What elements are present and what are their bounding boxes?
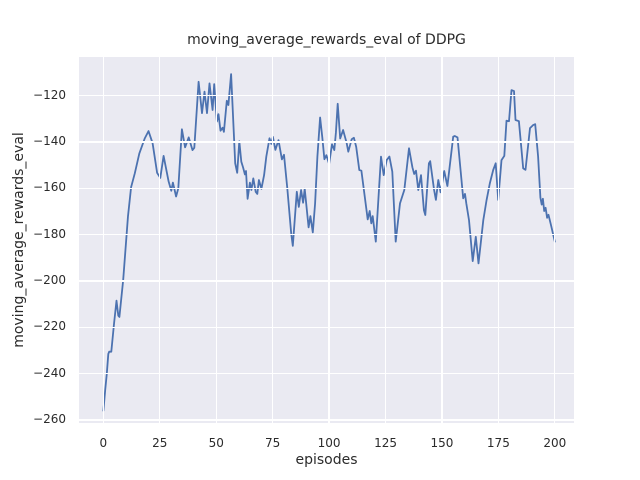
x-axis-label: episodes bbox=[295, 452, 358, 468]
x-gridline bbox=[215, 57, 217, 423]
y-gridline bbox=[79, 95, 574, 97]
x-tick-label: 150 bbox=[430, 436, 454, 450]
x-gridline bbox=[159, 57, 161, 423]
y-tick-label: −160 bbox=[33, 180, 66, 195]
chart-title: moving_average_rewards_eval of DDPG bbox=[187, 32, 466, 48]
x-gridline bbox=[441, 57, 443, 423]
series-line bbox=[102, 73, 556, 412]
x-gridline bbox=[384, 57, 387, 423]
x-tick-label: 75 bbox=[265, 436, 281, 450]
y-tick-label: −220 bbox=[33, 319, 66, 334]
x-gridline bbox=[272, 57, 274, 423]
y-gridline bbox=[79, 326, 574, 328]
y-gridline bbox=[79, 280, 574, 282]
series-line-svg bbox=[102, 73, 556, 412]
y-gridline bbox=[79, 187, 574, 189]
x-gridline bbox=[497, 57, 499, 423]
x-tick-label: 100 bbox=[317, 436, 341, 450]
x-tick-label: 25 bbox=[152, 436, 168, 450]
y-tick-label: −120 bbox=[33, 87, 66, 102]
y-tick-label: −140 bbox=[33, 134, 66, 148]
y-gridline bbox=[79, 141, 574, 143]
x-tick-label: 175 bbox=[486, 436, 510, 450]
y-gridline bbox=[79, 419, 574, 421]
x-tick-label: 50 bbox=[208, 436, 224, 450]
y-tick-label: −200 bbox=[33, 273, 66, 287]
x-tick-label: 125 bbox=[374, 436, 397, 450]
y-tick-label: −240 bbox=[33, 365, 66, 380]
x-gridline bbox=[554, 57, 556, 423]
x-gridline bbox=[328, 57, 330, 423]
x-tick-label: 200 bbox=[543, 436, 567, 450]
plot-area bbox=[79, 57, 574, 423]
y-gridline bbox=[79, 234, 574, 236]
x-tick-label: 0 bbox=[99, 436, 108, 450]
y-tick-label: −180 bbox=[33, 226, 66, 241]
y-gridline bbox=[79, 373, 574, 375]
x-gridline bbox=[102, 57, 104, 423]
y-tick-label: −260 bbox=[33, 411, 66, 426]
